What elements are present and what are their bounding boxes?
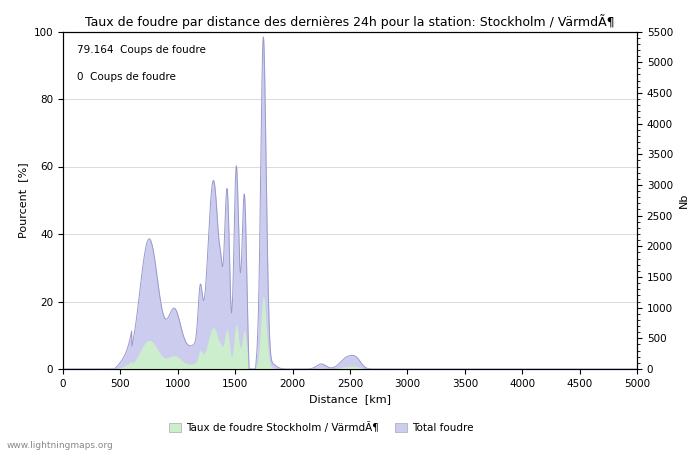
Text: 0  Coups de foudre: 0 Coups de foudre: [77, 72, 176, 82]
Text: www.lightningmaps.org: www.lightningmaps.org: [7, 441, 113, 450]
X-axis label: Distance  [km]: Distance [km]: [309, 394, 391, 404]
Text: 79.164  Coups de foudre: 79.164 Coups de foudre: [77, 45, 206, 55]
Legend: Taux de foudre Stockholm / VärmdÃ¶, Total foudre: Taux de foudre Stockholm / VärmdÃ¶, Tota…: [164, 418, 478, 437]
Y-axis label: Pourcent  [%]: Pourcent [%]: [18, 162, 28, 238]
Title: Taux de foudre par distance des dernières 24h pour la station: Stockholm / Värmd: Taux de foudre par distance des dernière…: [85, 14, 615, 29]
Y-axis label: Nb: Nb: [678, 193, 689, 208]
